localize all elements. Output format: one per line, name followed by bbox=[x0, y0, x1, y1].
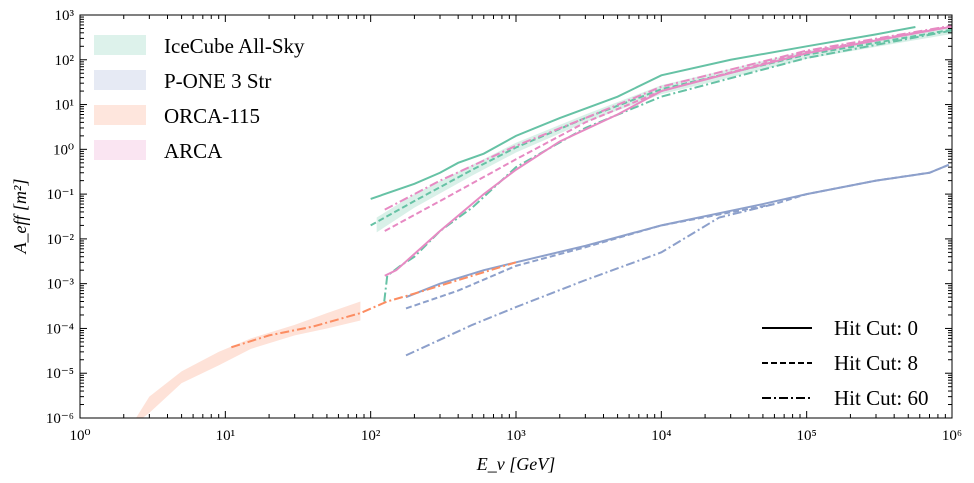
series-icecube-all-sky-hitcut-8 bbox=[370, 28, 952, 227]
legend-label: IceCube All-Sky bbox=[164, 34, 305, 58]
y-tick-label: 10⁻² bbox=[47, 232, 75, 248]
x-tick-label: 10² bbox=[361, 428, 381, 444]
y-tick-label: 10⁻⁶ bbox=[46, 411, 74, 427]
bands-layer bbox=[135, 26, 952, 418]
series-layer bbox=[231, 24, 952, 357]
hitcut-legend: Hit Cut: 0 Hit Cut: 8 Hit Cut: 60 bbox=[762, 316, 929, 410]
legend-swatch bbox=[94, 70, 146, 90]
legend-swatch bbox=[94, 140, 146, 160]
series-icecube-all-sky-hitcut-60 bbox=[383, 29, 952, 302]
y-tick-label: 10⁻⁴ bbox=[46, 321, 74, 337]
legend-swatch bbox=[94, 105, 146, 125]
series-arca-hitcut-0 bbox=[384, 25, 952, 277]
legend-label: Hit Cut: 8 bbox=[834, 351, 918, 375]
x-tick-label: 10³ bbox=[506, 428, 526, 444]
y-tick-label: 10⁻⁵ bbox=[46, 366, 74, 382]
x-axis-label: E_ν [GeV] bbox=[476, 454, 555, 474]
x-tick-label: 10⁰ bbox=[69, 428, 90, 444]
series-arca-hitcut-8 bbox=[384, 25, 952, 232]
legend-label: ORCA-115 bbox=[164, 104, 260, 128]
y-tick-label: 10⁻¹ bbox=[47, 187, 74, 203]
series-orca-115-hitcut-60 bbox=[231, 261, 517, 349]
legend-swatch bbox=[94, 35, 146, 55]
y-axis-label: A_eff [m²] bbox=[10, 179, 30, 255]
legend-label: Hit Cut: 0 bbox=[834, 316, 918, 340]
band-icecube-all-sky bbox=[376, 26, 952, 233]
y-tick-label: 10¹ bbox=[55, 98, 75, 114]
y-tick-label: 10³ bbox=[55, 8, 75, 24]
series-p-one-3-str-hitcut-60 bbox=[405, 203, 775, 357]
series-icecube-all-sky-hitcut-0 bbox=[370, 25, 916, 200]
legend-label: Hit Cut: 60 bbox=[834, 386, 929, 410]
detector-legend: IceCube All-Sky P-ONE 3 Str ORCA-115 ARCA bbox=[94, 34, 305, 163]
legend-label: P-ONE 3 Str bbox=[164, 69, 271, 93]
band-orca-115 bbox=[135, 301, 361, 418]
y-tick-label: 10⁻³ bbox=[47, 277, 75, 293]
ticks-layer: 10⁰ 10¹ 10² 10³ 10⁴ 10⁵ 10⁶ 10⁻⁶ 10⁻⁵ 10⁻⁴ 10⁻³ 10⁻… bbox=[46, 8, 962, 444]
x-tick-label: 10⁵ bbox=[797, 428, 817, 444]
series-p-one-3-str-hitcut-0 bbox=[405, 163, 950, 299]
y-tick-label: 10² bbox=[55, 53, 75, 69]
series-p-one-3-str-hitcut-8 bbox=[405, 163, 950, 310]
y-tick-label: 10⁰ bbox=[53, 142, 74, 158]
x-tick-label: 10¹ bbox=[216, 428, 236, 444]
x-tick-label: 10⁴ bbox=[651, 428, 671, 444]
x-tick-label: 10⁶ bbox=[942, 428, 962, 444]
legend-label: ARCA bbox=[164, 139, 223, 163]
